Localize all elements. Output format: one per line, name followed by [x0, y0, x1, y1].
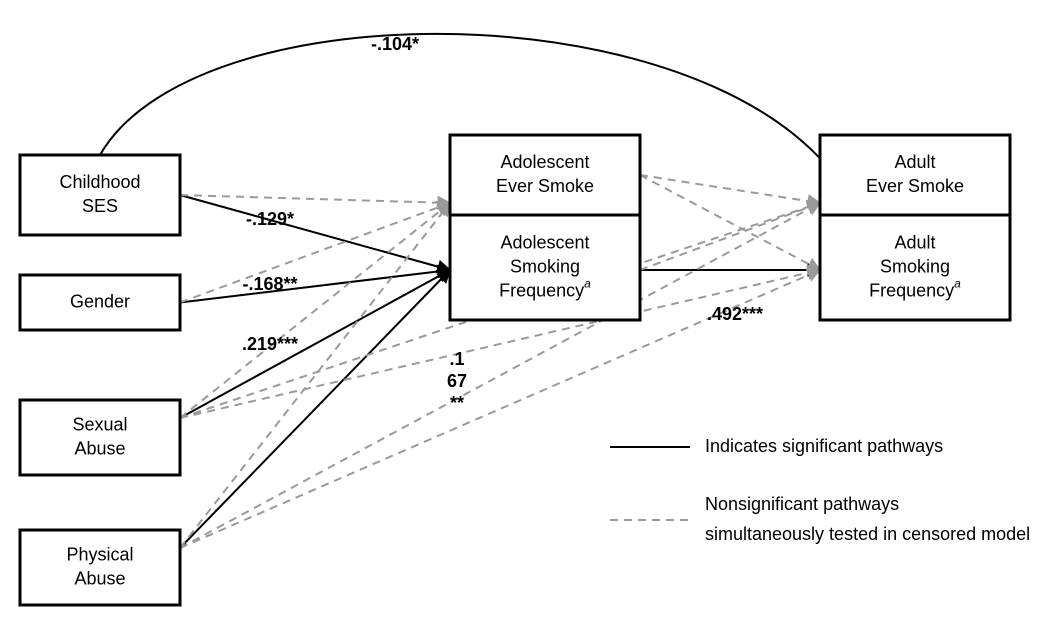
legend-dashed-label-1: Nonsignificant pathways [705, 494, 899, 514]
edge-gender-adolfreq [180, 270, 450, 303]
node-adult_freq-label-0: Adult [894, 232, 935, 252]
node-adol_freq-label-2: Frequencya [499, 277, 591, 301]
node-gender-label-0: Gender [70, 291, 130, 311]
edge-ses-adolever [180, 195, 450, 203]
node-adol_ever-label-0: Adolescent [500, 152, 589, 172]
node-physical-label-0: Physical [66, 544, 133, 564]
coef-gender: -.168** [242, 274, 297, 294]
node-ses-label-0: Childhood [59, 172, 140, 192]
path-diagram: Childhood SES Gender Sexual Abuse Physical Abu… [0, 0, 1050, 635]
node-sexual-label-0: Sexual [72, 414, 127, 434]
node-adult_ever-label-1: Ever Smoke [866, 176, 964, 196]
coef-curve: -.104* [371, 34, 419, 54]
node-adult_ever-label-0: Adult [894, 152, 935, 172]
node-adol_freq-label-1: Smoking [510, 256, 580, 276]
coef-adolfreq: .492*** [707, 304, 763, 324]
coef-physical-line0: .1 [449, 349, 464, 369]
edge-ses-adolfreq [180, 195, 450, 270]
edge-sexual-adolfreq [180, 270, 450, 418]
node-sexual-label-1: Abuse [74, 438, 125, 458]
edge-physical-adolever [180, 203, 450, 548]
node-adol_freq-label-0: Adolescent [500, 232, 589, 252]
node-adult_freq-label-2: Frequencya [869, 277, 961, 301]
coef-physical-line2: ** [450, 393, 464, 413]
edge-gender-adolever [180, 203, 450, 303]
node-physical-label-1: Abuse [74, 568, 125, 588]
legend-dashed-label-2: simultaneously tested in censored model [705, 524, 1030, 544]
coef-sexual: .219*** [242, 334, 298, 354]
legend-solid-label: Indicates significant pathways [705, 436, 943, 456]
node-adult_freq-label-1: Smoking [880, 256, 950, 276]
coef-ses: -.129* [246, 209, 294, 229]
coef-physical-line1: 67 [447, 371, 467, 391]
node-ses-label-1: SES [82, 196, 118, 216]
node-adol_ever-label-1: Ever Smoke [496, 176, 594, 196]
